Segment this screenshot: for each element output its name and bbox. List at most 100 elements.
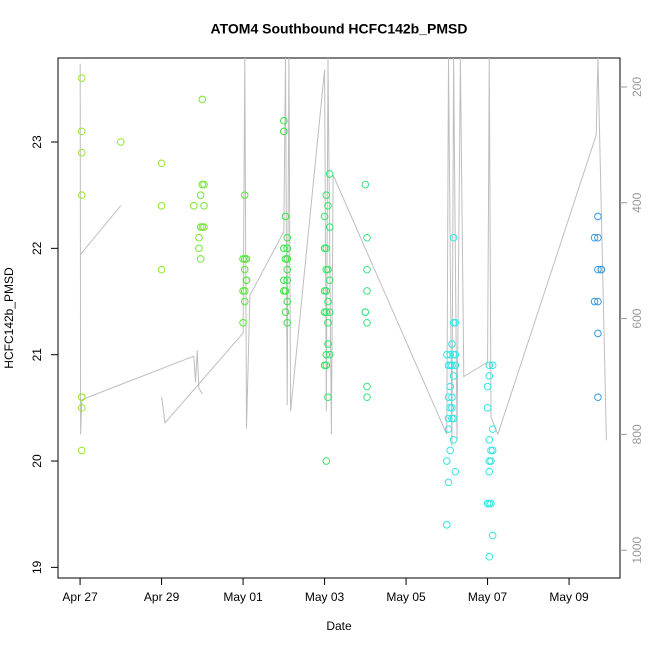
data-point (157, 202, 166, 210)
data-point (322, 457, 331, 465)
data-point (77, 393, 86, 402)
data-point (363, 287, 371, 295)
data-point (324, 393, 332, 402)
data-point (485, 361, 494, 370)
data-point (157, 159, 166, 168)
data-point (283, 265, 292, 274)
data-point (200, 180, 208, 189)
data-point (597, 265, 606, 274)
data-point (590, 233, 599, 242)
data-point (483, 404, 492, 412)
y-tick-label: 21 (30, 348, 44, 362)
data-point (324, 265, 332, 274)
data-point (280, 116, 288, 125)
data-point (451, 318, 460, 327)
data-point (320, 212, 329, 221)
data-point (448, 393, 456, 402)
y2-tick-label: 800 (630, 424, 644, 444)
data-point (200, 202, 208, 210)
data-point (451, 350, 460, 359)
data-point (324, 297, 332, 306)
plot-box (57, 57, 621, 579)
data-point (280, 244, 288, 253)
data-point (324, 340, 332, 348)
data-point (281, 287, 290, 295)
data-point (157, 265, 166, 274)
data-point (446, 382, 455, 391)
data-point (77, 404, 86, 412)
data-point (283, 244, 292, 253)
data-point (363, 265, 371, 274)
x-tick-label: May 09 (549, 590, 589, 604)
data-point (281, 212, 290, 221)
data-point (444, 425, 453, 433)
data-point (444, 414, 453, 423)
data-point (449, 233, 458, 242)
data-point (322, 361, 331, 370)
data-point (363, 318, 371, 327)
x-tick-label: May 05 (386, 590, 426, 604)
data-point (196, 191, 205, 199)
data-point (324, 318, 332, 327)
data-point (322, 308, 331, 316)
data-point (448, 404, 456, 412)
data-point (322, 287, 331, 295)
data-point (77, 74, 86, 83)
data-point (196, 255, 205, 263)
data-point (325, 170, 334, 178)
data-point (594, 265, 602, 274)
data-point (488, 425, 497, 433)
data-point (240, 265, 249, 274)
data-point (449, 372, 458, 380)
data-point (444, 393, 453, 402)
data-point (240, 297, 249, 306)
data-point (325, 308, 334, 316)
x-tick-label: May 03 (305, 590, 345, 604)
data-point (488, 531, 497, 540)
data-point (195, 244, 203, 253)
data-point (242, 255, 251, 263)
data-point (443, 521, 451, 529)
data-point (485, 552, 494, 561)
data-point (283, 276, 292, 285)
data-point (488, 361, 497, 370)
data-point (280, 127, 288, 136)
data-point (77, 148, 86, 157)
data-point (240, 191, 249, 199)
data-point (594, 329, 602, 338)
data-point (195, 233, 203, 242)
data-point (280, 276, 288, 285)
data-point (446, 446, 455, 455)
data-point (77, 446, 86, 455)
data-point (198, 95, 207, 104)
data-point (448, 340, 456, 348)
data-point (240, 287, 249, 295)
data-point (239, 318, 247, 327)
data-point (594, 233, 602, 242)
y-axis-label: HCFC142b_PMSD (2, 267, 16, 369)
data-point (485, 372, 494, 380)
data-point (77, 191, 86, 199)
data-point (325, 350, 334, 359)
data-point (363, 382, 371, 391)
data-point (77, 127, 86, 136)
data-point (242, 276, 251, 285)
data-point (487, 499, 495, 508)
data-point (363, 393, 371, 402)
data-point (361, 180, 370, 189)
data-point (487, 457, 495, 465)
data-point (322, 191, 331, 199)
data-point (451, 361, 460, 370)
data-point (448, 361, 456, 370)
data-point (117, 138, 125, 146)
data-point (485, 467, 494, 476)
chart-title: ATOM4 Southbound HCFC142b_PMSD (211, 21, 468, 37)
data-point (363, 233, 371, 242)
data-point (325, 223, 334, 231)
data-point (485, 435, 494, 444)
data-point (200, 223, 208, 231)
x-axis-label: Date (326, 619, 352, 633)
x-tick-label: May 07 (468, 590, 508, 604)
data-point (283, 233, 292, 242)
